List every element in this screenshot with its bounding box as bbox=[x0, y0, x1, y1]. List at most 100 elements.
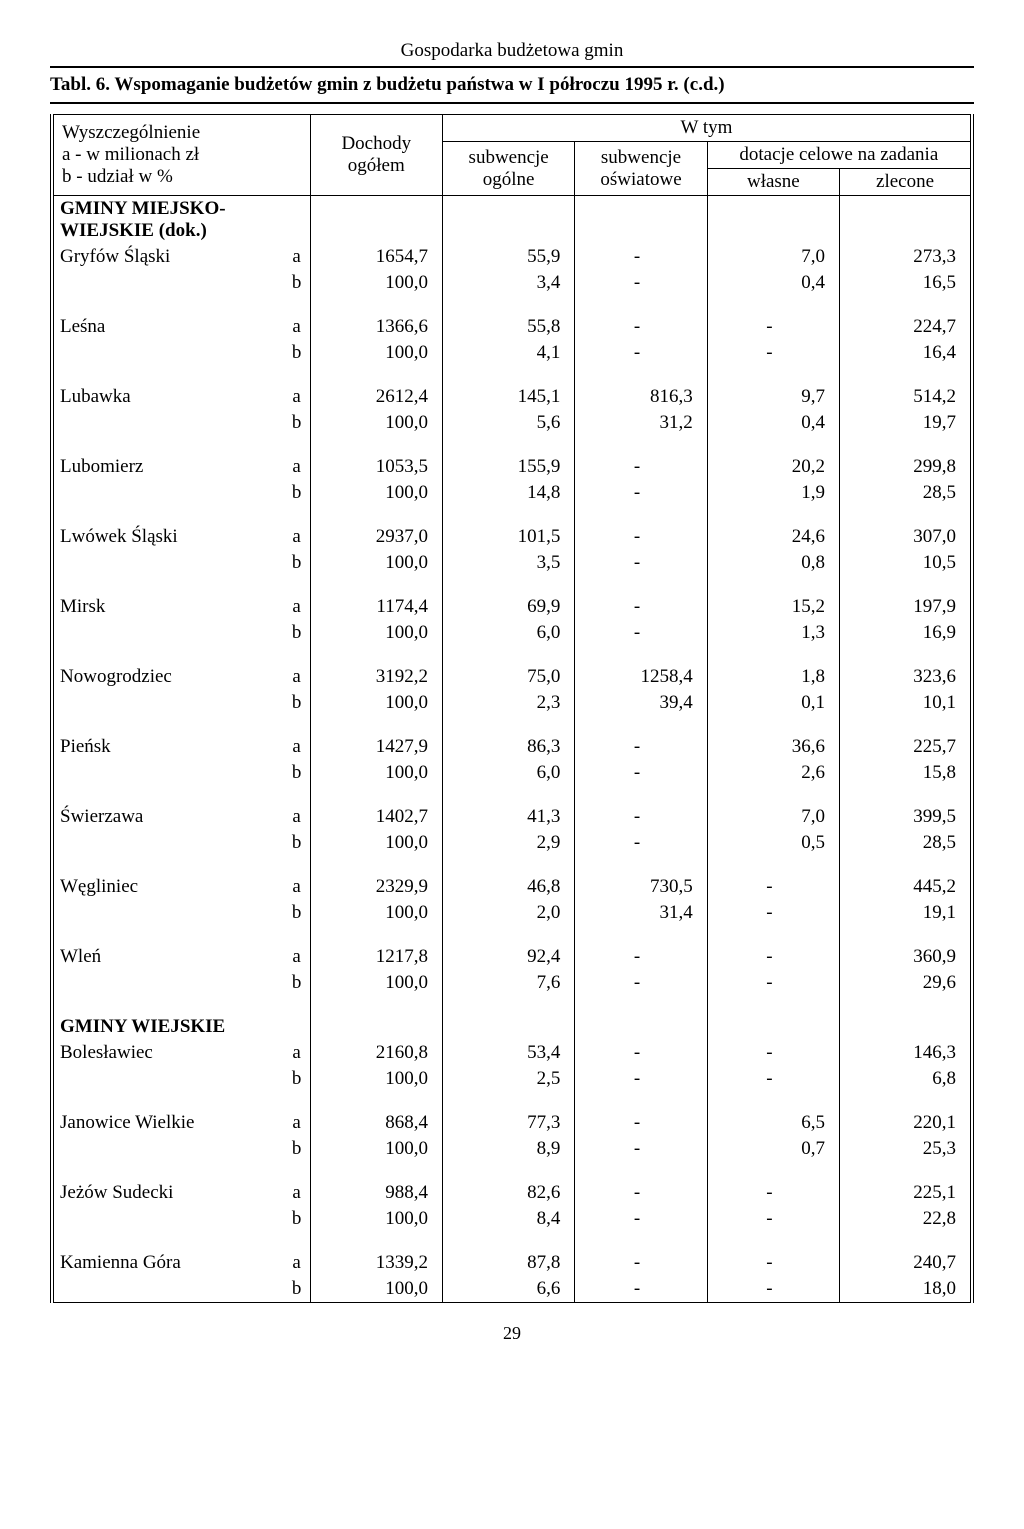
spacer bbox=[575, 856, 707, 874]
table-cell: 8,9 bbox=[442, 1136, 574, 1162]
table-cell: 6,6 bbox=[442, 1276, 574, 1303]
table-cell: 1053,5 bbox=[310, 454, 442, 480]
spacer bbox=[707, 296, 839, 314]
row-name-empty bbox=[52, 480, 284, 506]
table-cell: 19,1 bbox=[840, 900, 972, 926]
table-cell: 0,8 bbox=[707, 550, 839, 576]
table-cell bbox=[707, 196, 839, 245]
table-cell: 10,5 bbox=[840, 550, 972, 576]
spacer bbox=[707, 926, 839, 944]
table-cell: 8,4 bbox=[442, 1206, 574, 1232]
table-cell: 100,0 bbox=[310, 690, 442, 716]
table-cell: 3,5 bbox=[442, 550, 574, 576]
table-cell: 100,0 bbox=[310, 760, 442, 786]
table-cell: - bbox=[575, 314, 707, 340]
table-cell: 29,6 bbox=[840, 970, 972, 996]
table-cell: 225,1 bbox=[840, 1180, 972, 1206]
spacer bbox=[310, 506, 442, 524]
table-cell: - bbox=[575, 480, 707, 506]
spacer bbox=[840, 856, 972, 874]
table-cell: 22,8 bbox=[840, 1206, 972, 1232]
header-sub-oswiatowe: subwencje oświatowe bbox=[575, 142, 707, 196]
table-cell: 1339,2 bbox=[310, 1250, 442, 1276]
table-cell: 28,5 bbox=[840, 480, 972, 506]
table-cell: 2937,0 bbox=[310, 524, 442, 550]
table-cell: - bbox=[575, 594, 707, 620]
spacer bbox=[575, 366, 707, 384]
spacer bbox=[52, 506, 310, 524]
table-cell: b bbox=[284, 480, 310, 506]
table-cell: b bbox=[284, 690, 310, 716]
table-cell: 15,2 bbox=[707, 594, 839, 620]
spacer bbox=[707, 506, 839, 524]
table-cell: a bbox=[284, 1250, 310, 1276]
spacer bbox=[310, 1092, 442, 1110]
table-cell: b bbox=[284, 1066, 310, 1092]
table-cell: 225,7 bbox=[840, 734, 972, 760]
table-cell: 220,1 bbox=[840, 1110, 972, 1136]
row-name-empty bbox=[52, 620, 284, 646]
spacer bbox=[310, 856, 442, 874]
spacer bbox=[442, 1092, 574, 1110]
table-cell: 53,4 bbox=[442, 1040, 574, 1066]
spacer bbox=[707, 1162, 839, 1180]
table-cell: 445,2 bbox=[840, 874, 972, 900]
spacer bbox=[442, 786, 574, 804]
table-cell: 6,0 bbox=[442, 760, 574, 786]
spacer bbox=[310, 296, 442, 314]
spacer bbox=[442, 716, 574, 734]
spacer bbox=[840, 1162, 972, 1180]
table-cell: 14,8 bbox=[442, 480, 574, 506]
spacer bbox=[52, 996, 310, 1014]
table-cell: - bbox=[575, 1250, 707, 1276]
table-cell: - bbox=[707, 1276, 839, 1303]
data-table: Wyszczególnienie a - w milionach zł b - … bbox=[50, 114, 974, 1303]
table-cell: 2,5 bbox=[442, 1066, 574, 1092]
table-cell: 2612,4 bbox=[310, 384, 442, 410]
spacer bbox=[575, 1232, 707, 1250]
table-cell: 1217,8 bbox=[310, 944, 442, 970]
header-line-b: b - udział w % bbox=[62, 166, 173, 187]
table-cell: - bbox=[575, 550, 707, 576]
table-cell: a bbox=[284, 1040, 310, 1066]
table-cell: 100,0 bbox=[310, 270, 442, 296]
table-cell: 55,8 bbox=[442, 314, 574, 340]
table-cell: 77,3 bbox=[442, 1110, 574, 1136]
section-title: GMINY MIEJSKO-WIEJSKIE (dok.) bbox=[52, 196, 310, 245]
table-cell: 155,9 bbox=[442, 454, 574, 480]
spacer bbox=[52, 1092, 310, 1110]
running-header: Gospodarka budżetowa gmin bbox=[50, 40, 974, 68]
spacer bbox=[442, 1232, 574, 1250]
table-cell: 16,9 bbox=[840, 620, 972, 646]
table-cell: b bbox=[284, 620, 310, 646]
table-cell: a bbox=[284, 314, 310, 340]
table-cell: 86,3 bbox=[442, 734, 574, 760]
row-name: Janowice Wielkie bbox=[52, 1110, 284, 1136]
table-cell: 100,0 bbox=[310, 410, 442, 436]
table-cell: 46,8 bbox=[442, 874, 574, 900]
table-cell: - bbox=[575, 1136, 707, 1162]
table-cell: 6,8 bbox=[840, 1066, 972, 1092]
spacer bbox=[52, 856, 310, 874]
table-cell: 9,7 bbox=[707, 384, 839, 410]
table-cell: b bbox=[284, 760, 310, 786]
table-cell: - bbox=[575, 1206, 707, 1232]
table-cell: 69,9 bbox=[442, 594, 574, 620]
table-cell: 6,5 bbox=[707, 1110, 839, 1136]
table-cell: - bbox=[707, 1066, 839, 1092]
spacer bbox=[840, 996, 972, 1014]
table-cell: 6,0 bbox=[442, 620, 574, 646]
table-cell: 0,7 bbox=[707, 1136, 839, 1162]
spacer bbox=[310, 1162, 442, 1180]
table-cell bbox=[442, 1014, 574, 1040]
table-cell: a bbox=[284, 384, 310, 410]
spacer bbox=[310, 996, 442, 1014]
spacer bbox=[442, 926, 574, 944]
table-cell: 4,1 bbox=[442, 340, 574, 366]
table-cell: - bbox=[575, 830, 707, 856]
spacer bbox=[52, 366, 310, 384]
spacer bbox=[707, 856, 839, 874]
table-caption: Tabl. 6. Wspomaganie budżetów gmin z bud… bbox=[50, 74, 974, 104]
table-cell: 0,1 bbox=[707, 690, 839, 716]
row-name: Lubawka bbox=[52, 384, 284, 410]
